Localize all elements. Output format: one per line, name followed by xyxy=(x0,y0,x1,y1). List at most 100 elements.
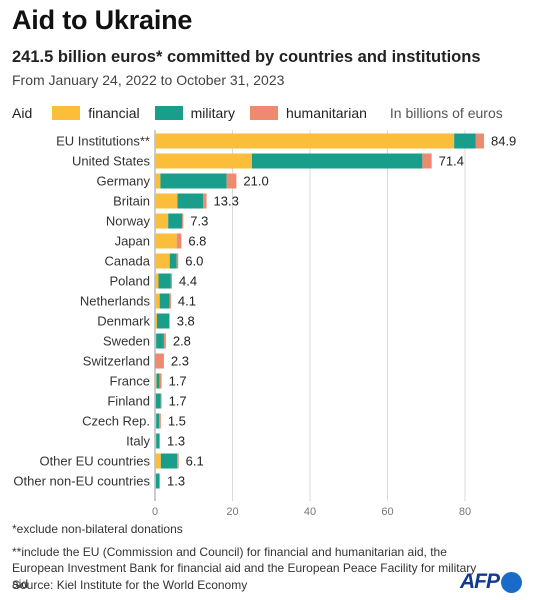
bar-military xyxy=(168,213,183,229)
bar-humanitarian xyxy=(159,473,161,489)
total-label: 3.8 xyxy=(177,314,195,329)
bar-humanitarian xyxy=(163,333,166,349)
bar-humanitarian xyxy=(475,133,484,149)
category-label: Germany xyxy=(97,174,151,189)
bar-financial xyxy=(155,413,157,429)
bar-military xyxy=(251,153,423,169)
bar-financial xyxy=(155,213,169,229)
bar-military xyxy=(156,333,164,349)
bar-humanitarian xyxy=(160,393,162,409)
chart-title: Aid to Ukraine xyxy=(12,5,193,35)
category-label: Switzerland xyxy=(83,354,150,369)
category-label: Canada xyxy=(104,254,150,269)
bar-military xyxy=(156,433,160,449)
legend-label: Aid xyxy=(12,105,33,121)
total-label: 6.0 xyxy=(185,254,203,269)
afp-logo: AFP xyxy=(460,570,522,594)
bar-financial xyxy=(155,273,159,289)
category-label: United States xyxy=(72,154,151,169)
chart-subtitle: 241.5 billion euros* committed by countr… xyxy=(12,48,481,66)
bar-military xyxy=(177,193,204,209)
total-label: 84.9 xyxy=(491,134,516,149)
category-label: Finland xyxy=(107,394,150,409)
legend-item-military: military xyxy=(154,105,235,121)
category-label: Denmark xyxy=(97,314,150,329)
bar-humanitarian xyxy=(155,353,164,369)
unit-label: In billions of euros xyxy=(389,105,503,121)
bar-humanitarian xyxy=(176,253,179,269)
bar-humanitarian xyxy=(422,153,432,169)
bar-military xyxy=(159,293,170,309)
total-label: 71.4 xyxy=(439,154,464,169)
legend-text-financial: financial xyxy=(88,105,140,121)
bar-financial xyxy=(155,153,252,169)
legend-item-financial: financial xyxy=(52,105,140,121)
x-tick-label: 60 xyxy=(381,506,393,518)
total-label: 6.8 xyxy=(188,234,206,249)
total-label: 4.1 xyxy=(178,294,196,309)
bar-financial xyxy=(155,433,157,449)
bar-financial xyxy=(155,313,157,329)
bar-military xyxy=(156,373,160,389)
footnote-1: *exclude non-bilateral donations xyxy=(12,522,183,536)
category-label: Netherlands xyxy=(80,294,151,309)
total-label: 7.3 xyxy=(190,214,208,229)
bar-military xyxy=(155,473,160,489)
category-label: Sweden xyxy=(103,334,150,349)
total-label: 2.3 xyxy=(171,354,189,369)
globe-icon xyxy=(501,571,522,593)
category-label: Poland xyxy=(110,274,150,289)
bar-military xyxy=(158,273,171,289)
bar-humanitarian xyxy=(177,453,179,469)
category-label: Italy xyxy=(126,434,150,449)
bar-financial xyxy=(155,473,156,489)
bar-military xyxy=(155,393,161,409)
bar-financial xyxy=(155,373,157,389)
bar-financial xyxy=(155,453,161,469)
total-label: 1.7 xyxy=(169,374,187,389)
bar-humanitarian xyxy=(170,273,173,289)
bar-military xyxy=(169,253,177,269)
bar-humanitarian xyxy=(203,193,207,209)
date-range: From January 24, 2022 to October 31, 202… xyxy=(12,72,285,88)
bar-financial xyxy=(155,293,160,309)
x-tick-label: 20 xyxy=(226,506,238,518)
category-label: Japan xyxy=(115,234,150,249)
total-label: 2.8 xyxy=(173,334,191,349)
category-label: Norway xyxy=(106,214,151,229)
total-label: 1.3 xyxy=(167,474,185,489)
bar-military xyxy=(156,413,160,429)
bar-military xyxy=(454,133,476,149)
bar-humanitarian xyxy=(176,233,182,249)
total-label: 1.5 xyxy=(168,414,186,429)
total-label: 1.3 xyxy=(167,434,185,449)
bar-humanitarian xyxy=(169,293,171,309)
legend-item-humanitarian: humanitarian xyxy=(249,105,367,121)
bar-military xyxy=(156,313,170,329)
bar-humanitarian xyxy=(159,373,162,389)
legend: Aid financial military humanitarian In b… xyxy=(12,104,503,122)
bar-humanitarian xyxy=(182,213,184,229)
bar-humanitarian xyxy=(159,413,161,429)
category-label: Britain xyxy=(113,194,150,209)
bar-financial xyxy=(155,193,178,209)
legend-text-humanitarian: humanitarian xyxy=(285,105,367,121)
total-label: 21.0 xyxy=(243,174,268,189)
bar-financial xyxy=(155,173,161,189)
x-tick-label: 40 xyxy=(304,506,316,518)
bar-financial xyxy=(155,233,177,249)
bar-military xyxy=(160,173,227,189)
total-label: 1.7 xyxy=(169,394,187,409)
bar-financial xyxy=(155,333,157,349)
bar-financial xyxy=(155,133,455,149)
bar-humanitarian xyxy=(226,173,237,189)
bar-financial xyxy=(155,393,156,409)
legend-text-military: military xyxy=(190,105,235,121)
bar-financial xyxy=(155,253,170,269)
legend-swatch-military xyxy=(154,106,183,120)
category-label: Other non-EU countries xyxy=(13,474,150,489)
category-label: Czech Rep. xyxy=(82,414,150,429)
source-note: Source: Kiel Institute for the World Eco… xyxy=(12,578,248,592)
category-label: EU Institutions** xyxy=(56,134,150,149)
category-label: France xyxy=(110,374,150,389)
